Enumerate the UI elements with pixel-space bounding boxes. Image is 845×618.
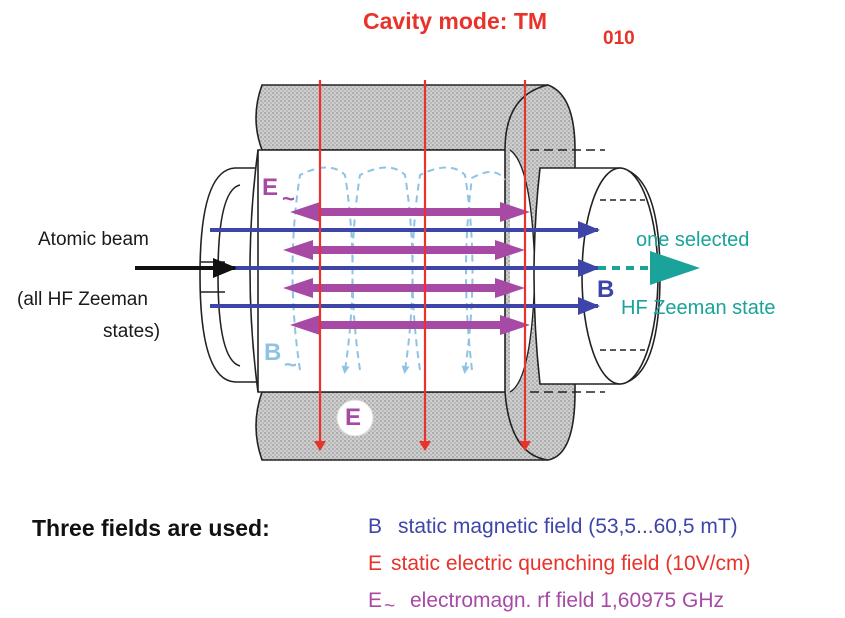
- right-beam-tube: [533, 167, 661, 385]
- rf-magnetic-field-mark: B: [264, 339, 282, 366]
- static-electric-field-lines: [314, 80, 531, 451]
- selected-state-arrow: [598, 251, 700, 285]
- diagram-title: Cavity mode: TM: [363, 8, 548, 34]
- diagram-title-subscript: 010: [603, 28, 635, 49]
- rf-magnetic-field-tilde: ~: [284, 352, 297, 377]
- hf-states-label-line2: states): [103, 321, 161, 342]
- selected-state-label-line2: HF Zeeman state: [621, 297, 776, 319]
- legend-b-text: static magnetic field (53,5...60,5 mT): [398, 515, 738, 538]
- legend-e-text: static electric quenching field (10V/cm): [391, 552, 751, 575]
- legend-heading: Three fields are used:: [32, 515, 270, 541]
- hf-states-label-line1: (all HF Zeeman: [17, 289, 148, 310]
- static-electric-field-mark: E: [345, 404, 362, 431]
- rf-electric-field-mark: E: [262, 174, 279, 201]
- legend-erf-text: electromagn. rf field 1,60975 GHz: [410, 589, 724, 612]
- legend-e-symbol: E: [368, 552, 383, 575]
- rf-electric-field-tilde: ~: [282, 186, 295, 211]
- selected-state-label-line1: one selected: [636, 229, 750, 251]
- atomic-beam-label: Atomic beam: [38, 229, 149, 250]
- legend-erf-tilde: ~: [384, 596, 396, 617]
- legend-erf-symbol: E: [368, 589, 383, 612]
- cavity-wall-top: [255, 84, 549, 151]
- static-magnetic-field-mark: B: [597, 276, 615, 303]
- rf-electric-field-arrows: [283, 202, 530, 335]
- e-label-badge: [336, 399, 374, 437]
- cavity-wall-bottom: [255, 391, 549, 461]
- static-magnetic-field-arrows: [210, 221, 600, 315]
- legend-b-symbol: B: [368, 515, 383, 538]
